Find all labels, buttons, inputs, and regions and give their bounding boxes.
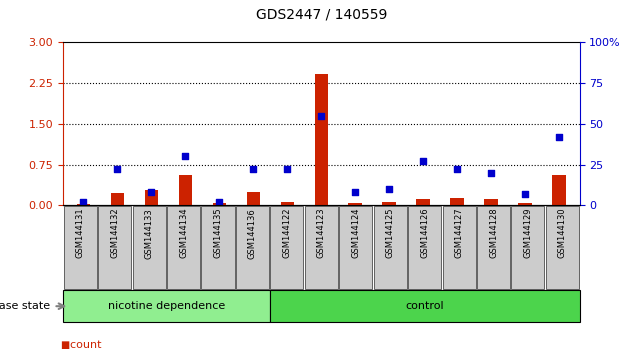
Point — [554, 134, 564, 140]
Bar — [212, 203, 226, 205]
Text: GSM144134: GSM144134 — [179, 208, 188, 258]
Bar — [64, 206, 97, 290]
Bar — [280, 201, 294, 205]
Bar — [546, 206, 579, 290]
Text: GSM144127: GSM144127 — [455, 208, 464, 258]
Point — [146, 189, 156, 195]
Text: GSM144125: GSM144125 — [386, 208, 394, 258]
Bar — [246, 192, 260, 205]
Point — [486, 170, 496, 176]
Point — [214, 199, 224, 205]
Point — [112, 167, 122, 172]
Text: ■: ■ — [60, 340, 69, 350]
Bar — [236, 206, 269, 290]
Bar — [442, 206, 476, 290]
Text: GSM144135: GSM144135 — [214, 208, 222, 258]
Point — [78, 199, 88, 205]
Bar — [270, 290, 580, 322]
Bar — [339, 206, 372, 290]
Point — [418, 159, 428, 164]
Bar — [477, 206, 510, 290]
Bar — [553, 176, 566, 205]
Point — [384, 186, 394, 192]
Text: GSM144130: GSM144130 — [558, 208, 567, 258]
Bar — [512, 206, 544, 290]
Bar — [450, 198, 464, 205]
Text: control: control — [405, 301, 444, 311]
Text: GSM144126: GSM144126 — [420, 208, 429, 258]
Text: nicotine dependence: nicotine dependence — [108, 301, 225, 311]
Point — [316, 113, 326, 119]
Bar — [144, 190, 158, 205]
Bar — [111, 193, 124, 205]
Point — [452, 167, 462, 172]
Bar — [202, 206, 234, 290]
Bar — [178, 176, 192, 205]
Text: GSM144133: GSM144133 — [145, 208, 154, 259]
Bar — [132, 206, 166, 290]
Text: GSM144122: GSM144122 — [282, 208, 291, 258]
Bar — [270, 206, 304, 290]
Bar — [374, 206, 407, 290]
Bar — [416, 199, 430, 205]
Text: disease state: disease state — [0, 301, 50, 311]
Bar — [348, 202, 362, 205]
Point — [520, 191, 530, 197]
Text: GSM144136: GSM144136 — [248, 208, 257, 259]
Text: GSM144123: GSM144123 — [317, 208, 326, 258]
Text: GSM144131: GSM144131 — [76, 208, 84, 258]
Bar — [314, 74, 328, 205]
Point — [350, 189, 360, 195]
Bar — [382, 201, 396, 205]
Point — [248, 167, 258, 172]
Bar — [98, 206, 131, 290]
Point — [180, 154, 190, 159]
Bar — [484, 199, 498, 205]
Text: count: count — [63, 340, 101, 350]
Bar — [305, 206, 338, 290]
Point — [282, 167, 292, 172]
Text: GSM144128: GSM144128 — [489, 208, 498, 258]
Bar — [518, 202, 532, 205]
Bar — [167, 206, 200, 290]
Text: GDS2447 / 140559: GDS2447 / 140559 — [256, 7, 387, 21]
Text: GSM144129: GSM144129 — [524, 208, 532, 258]
Bar — [408, 206, 441, 290]
Text: GSM144132: GSM144132 — [110, 208, 119, 258]
Bar — [77, 204, 90, 205]
Text: GSM144124: GSM144124 — [352, 208, 360, 258]
Bar — [63, 290, 270, 322]
